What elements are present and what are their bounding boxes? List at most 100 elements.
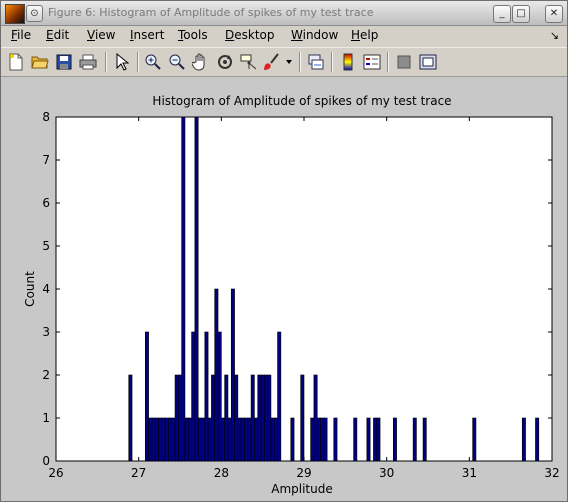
histogram-bar: [230, 288, 235, 462]
histogram-bar: [521, 417, 526, 462]
menu-file-label: ile: [17, 28, 32, 42]
hide-plot-tools-icon[interactable]: [394, 52, 414, 72]
histogram-bar: [244, 417, 249, 462]
maximize-button[interactable]: □: [512, 5, 530, 23]
save-icon[interactable]: [54, 52, 74, 72]
histogram-bar: [148, 417, 153, 462]
histogram-chart: Histogram of Amplitude of spikes of my t…: [23, 94, 560, 496]
open-file-icon[interactable]: [30, 52, 50, 72]
menu-tools-label: ools: [183, 28, 208, 42]
histogram-bar: [535, 417, 540, 462]
toolbar-separator: [299, 52, 301, 72]
x-tick-label: 31: [462, 466, 477, 480]
show-plot-tools-icon[interactable]: [418, 52, 438, 72]
histogram-bar: [373, 417, 378, 462]
menu-window[interactable]: Window: [291, 28, 338, 42]
histogram-bar: [181, 116, 186, 462]
histogram-bar: [412, 417, 417, 462]
axis-ticks: 26 27 28 29 30 31 32 0 1 2 3 4 5 6 7 8: [42, 110, 559, 480]
y-tick-label: 0: [42, 454, 50, 468]
histogram-bar: [214, 288, 219, 462]
histogram-bar: [164, 417, 169, 462]
menu-insert-label: nsert: [133, 28, 165, 42]
histogram-bar: [184, 417, 189, 462]
y-tick-label: 3: [42, 325, 50, 339]
x-tick-label: 30: [379, 466, 394, 480]
window-title: Figure 6: Histogram of Amplitude of spik…: [48, 6, 374, 19]
histogram-bar: [270, 417, 275, 462]
y-tick-label: 6: [42, 196, 50, 210]
x-tick-label: 32: [544, 466, 559, 480]
histogram-bar: [197, 417, 202, 462]
toolbar-separator: [387, 52, 389, 72]
y-tick-label: 4: [42, 282, 50, 296]
histogram-bar: [237, 417, 242, 462]
dock-figure-icon[interactable]: ↘: [549, 29, 559, 42]
histogram-bar: [353, 417, 358, 462]
zoom-out-icon[interactable]: [167, 52, 187, 72]
brush-dropdown-icon[interactable]: [284, 52, 294, 72]
histogram-bar: [128, 374, 133, 462]
title-bar[interactable]: ⊙ Figure 6: Histogram of Amplitude of sp…: [1, 1, 567, 26]
legend-icon[interactable]: [362, 52, 382, 72]
histogram-bar: [310, 417, 315, 462]
x-tick-label: 27: [131, 466, 146, 480]
histogram-bar: [234, 374, 239, 462]
histogram-bar: [250, 374, 255, 462]
histogram-bar: [323, 417, 328, 462]
menu-view[interactable]: View: [87, 28, 115, 42]
histogram-bar: [247, 417, 252, 462]
edit-plot-arrow-icon[interactable]: [112, 52, 132, 72]
histogram-bar: [376, 417, 381, 462]
histogram-bar: [290, 417, 295, 462]
histogram-bar: [211, 374, 216, 462]
print-icon[interactable]: [78, 52, 98, 72]
rotate-3d-icon[interactable]: [215, 52, 235, 72]
histogram-bar: [221, 417, 225, 462]
menu-view-mnemonic: V: [87, 28, 95, 42]
histogram-bar: [313, 374, 318, 462]
menu-view-label: iew: [94, 28, 116, 42]
histogram-bar: [257, 374, 262, 462]
x-tick-label: 26: [48, 466, 63, 480]
histogram-bar: [240, 417, 245, 462]
histogram-bar: [217, 331, 222, 462]
window-menu-button[interactable]: ⊙: [26, 5, 43, 22]
menu-desktop[interactable]: Desktop: [225, 28, 275, 42]
histogram-bar: [204, 331, 209, 462]
minimize-button[interactable]: _: [493, 5, 511, 23]
colorbar-icon[interactable]: [338, 52, 358, 72]
x-tick-label: 29: [296, 466, 311, 480]
histogram-bar: [273, 417, 278, 462]
figure-canvas: Histogram of Amplitude of spikes of my t…: [1, 77, 567, 501]
toolbar-separator: [137, 52, 139, 72]
zoom-in-icon[interactable]: [143, 52, 163, 72]
menu-window-label: indow: [302, 28, 339, 42]
menu-bar: File Edit View Insert Tools Desktop Wind…: [1, 26, 567, 45]
x-axis-label: Amplitude: [271, 482, 333, 496]
menu-tools[interactable]: Tools: [178, 28, 208, 42]
menu-help[interactable]: Help: [351, 28, 378, 42]
histogram-bar: [227, 417, 232, 462]
figure-toolbar: [1, 47, 567, 77]
pan-hand-icon[interactable]: [191, 52, 211, 72]
brush-icon[interactable]: [262, 52, 282, 72]
histogram-bar: [207, 417, 212, 462]
menu-edit[interactable]: Edit: [46, 28, 69, 42]
histogram-bar: [154, 417, 159, 462]
menu-insert[interactable]: Insert: [130, 28, 164, 42]
menu-edit-label: dit: [53, 28, 70, 42]
histogram-bar: [333, 417, 338, 462]
histogram-bar: [178, 374, 182, 462]
histogram-bar: [187, 417, 192, 462]
link-plot-icon[interactable]: [306, 52, 326, 72]
menu-file-mnemonic: F: [11, 28, 18, 42]
close-button[interactable]: ✕: [545, 5, 563, 23]
menu-file[interactable]: File: [11, 28, 31, 42]
data-cursor-icon[interactable]: [239, 52, 259, 72]
histogram-bar: [194, 116, 199, 462]
new-figure-icon[interactable]: [6, 52, 26, 72]
histogram-bar: [316, 417, 321, 462]
histogram-bar: [171, 417, 176, 462]
